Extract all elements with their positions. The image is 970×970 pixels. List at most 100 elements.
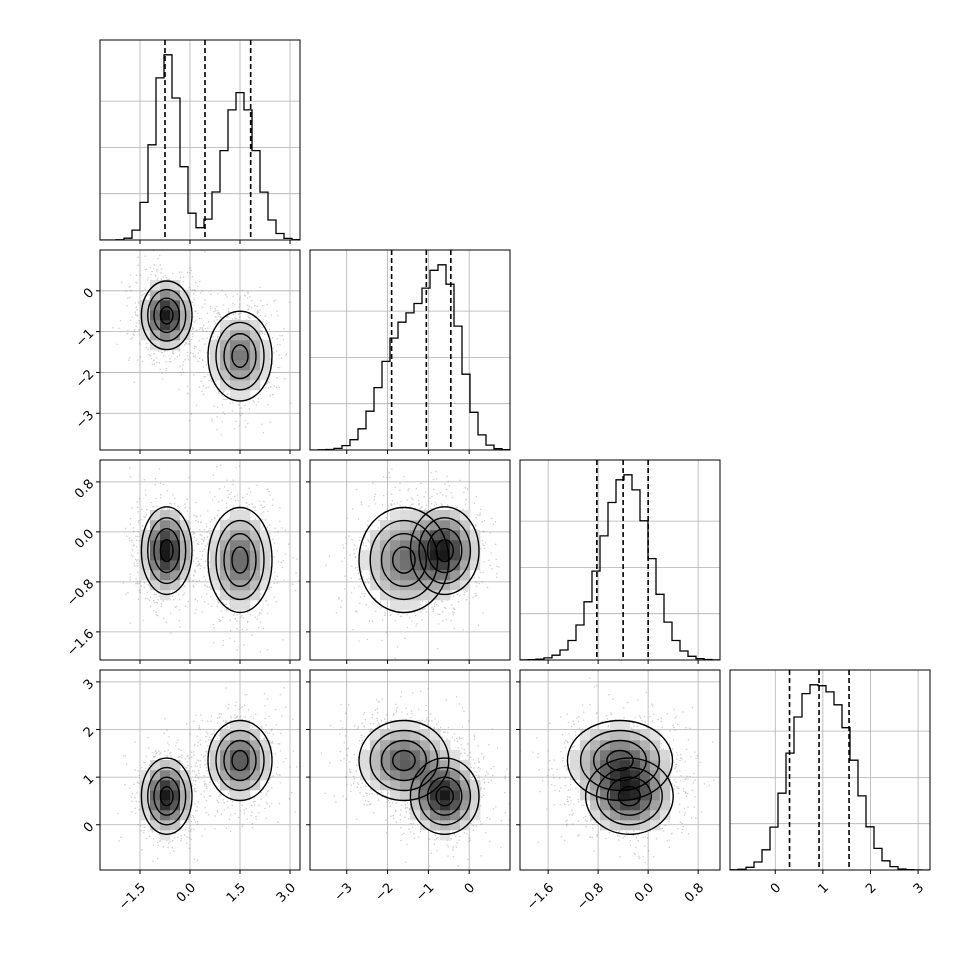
density-cell — [640, 820, 651, 831]
density-cell — [630, 820, 641, 831]
density-cell — [260, 350, 271, 361]
density-cell — [240, 540, 251, 551]
density-cell — [220, 740, 231, 751]
density-cell — [250, 350, 261, 361]
density-cell — [220, 780, 231, 791]
density-cell — [460, 570, 471, 581]
density-cell — [430, 560, 441, 571]
density-cell — [580, 780, 591, 791]
density-cell — [440, 520, 451, 531]
density-cell — [370, 730, 381, 741]
y-tick-label: −0.8 — [64, 577, 97, 610]
density-cell — [240, 760, 251, 771]
panel-frame — [309, 459, 511, 661]
density-cell — [150, 540, 161, 551]
density-cell — [390, 510, 401, 521]
density-cell — [380, 520, 391, 531]
density-cell — [380, 590, 391, 601]
density-cell — [590, 730, 601, 741]
density-cell — [210, 740, 221, 751]
density-cell — [170, 540, 181, 551]
density-cell — [420, 780, 431, 791]
marginal-panel-0 — [99, 39, 301, 244]
density-cell — [170, 520, 181, 531]
contour-2-0-0-1 — [146, 517, 187, 585]
density-cell — [590, 760, 601, 771]
density-cell — [630, 730, 641, 741]
density-cell — [430, 820, 441, 831]
density-cell — [450, 540, 461, 551]
contour-3-1-1-1 — [369, 729, 439, 792]
density-cell — [420, 770, 431, 781]
density-cell — [440, 580, 451, 591]
density-cell — [260, 530, 271, 541]
density-cell — [260, 370, 271, 381]
density-cell — [220, 540, 231, 551]
contour-1-0-0-3 — [159, 305, 174, 325]
density-cell — [590, 770, 601, 781]
density-cell — [230, 390, 241, 401]
density-cell — [400, 780, 411, 791]
density-cell — [180, 530, 191, 541]
density-cell — [430, 800, 441, 811]
x-tick-label: 0.0 — [174, 880, 199, 905]
panel-frame — [519, 669, 721, 871]
density-cell — [660, 750, 671, 761]
histogram-3 — [730, 684, 930, 870]
contour-2-1-1-3 — [391, 546, 416, 574]
density-cell — [210, 540, 221, 551]
density-cell — [400, 540, 411, 551]
density-cell — [630, 750, 641, 761]
density-cell — [400, 760, 411, 771]
density-cell — [170, 770, 181, 781]
density-cell — [150, 530, 161, 541]
x-tick-label: 0 — [462, 880, 478, 896]
density-cell — [250, 780, 261, 791]
density-cell — [420, 820, 431, 831]
density-cell — [160, 580, 171, 591]
density-cell — [400, 510, 411, 521]
density-cell — [410, 570, 421, 581]
density-cell — [390, 570, 401, 581]
marginal-panel-2 — [519, 459, 721, 664]
contour-3-2-0-2 — [606, 776, 652, 816]
contour-3-0-1-1 — [215, 729, 265, 792]
density-cell — [410, 760, 421, 771]
density-cell — [450, 790, 461, 801]
density-cell — [640, 810, 651, 821]
density-cell — [600, 820, 611, 831]
density-cell — [250, 580, 261, 591]
density-cell — [210, 770, 221, 781]
density-cell — [430, 550, 441, 561]
density-cell — [150, 780, 161, 791]
joint-panel-1-0 — [96, 249, 301, 454]
density-cell — [360, 560, 371, 571]
density-cell — [180, 780, 191, 791]
density-cell — [400, 550, 411, 561]
density-cell — [610, 790, 621, 801]
density-cell — [600, 800, 611, 811]
density-cell — [400, 520, 411, 531]
density-cell — [230, 520, 241, 531]
density-cell — [240, 740, 251, 751]
density-cell — [220, 530, 231, 541]
density-cell — [210, 550, 221, 561]
density-cell — [140, 560, 151, 571]
density-cell — [210, 350, 221, 361]
density-cell — [610, 730, 621, 741]
density-cell — [610, 770, 621, 781]
density-cell — [390, 780, 401, 791]
density-cell — [390, 520, 401, 531]
density-cell — [460, 550, 471, 561]
density-cell — [640, 740, 651, 751]
density-cell — [240, 520, 251, 531]
histogram-2 — [520, 474, 720, 660]
density-cell — [140, 320, 151, 331]
contour-3-1-1-0 — [358, 719, 450, 802]
density-cell — [610, 820, 621, 831]
y-tick-label: −3 — [73, 408, 97, 432]
density-cell — [230, 550, 241, 561]
density-cell — [260, 770, 271, 781]
density-cell — [250, 770, 261, 781]
density-cell — [150, 310, 161, 321]
